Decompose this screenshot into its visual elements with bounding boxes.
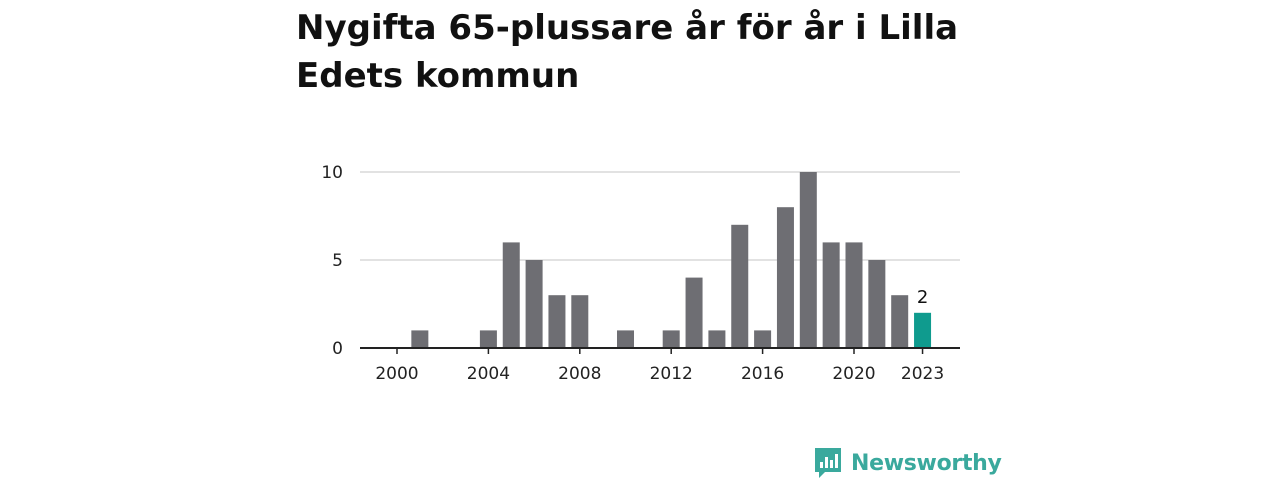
bar — [617, 330, 634, 348]
x-tick-label: 2020 — [832, 364, 875, 384]
bar — [479, 330, 497, 348]
newsworthy-logo-icon — [815, 448, 841, 478]
bar — [525, 260, 543, 348]
x-tick-label: 2023 — [901, 364, 944, 384]
bar — [799, 172, 817, 348]
axes — [360, 347, 960, 354]
bar — [731, 224, 749, 348]
data-label: 2 — [917, 287, 928, 308]
chart-title: Nygifta 65-plussare år för år i Lilla Ed… — [296, 8, 959, 96]
x-tick-label: 2008 — [558, 364, 601, 384]
labels: 0 5 10 2000 2004 2008 2012 2016 2020 2023 2 — [321, 163, 944, 384]
bar — [411, 330, 429, 348]
bar — [502, 242, 520, 348]
x-tick-label: 2000 — [375, 364, 418, 384]
bar — [548, 295, 566, 348]
bar — [708, 330, 726, 348]
gridlines — [360, 171, 960, 261]
bar — [776, 207, 794, 348]
bar — [845, 242, 863, 348]
bar — [571, 295, 589, 348]
x-tick-label: 2012 — [650, 364, 693, 384]
brand-name: Newsworthy — [851, 450, 1002, 476]
bar — [754, 330, 772, 348]
bar — [822, 242, 840, 348]
bars — [411, 172, 932, 348]
highlight-bar — [914, 312, 932, 348]
newsworthy-logo: Newsworthy — [813, 446, 1002, 480]
bar-chart: 0 5 10 2000 2004 2008 2012 2016 2020 2023 2 — [321, 163, 960, 384]
bar — [891, 295, 909, 348]
y-tick-label: 5 — [332, 251, 343, 271]
x-tick-label: 2004 — [467, 364, 510, 384]
y-tick-label: 0 — [332, 339, 343, 359]
bar — [662, 330, 680, 348]
bar — [685, 277, 703, 348]
bar — [868, 260, 886, 348]
y-tick-label: 10 — [321, 163, 343, 183]
x-tick-label: 2016 — [741, 364, 784, 384]
